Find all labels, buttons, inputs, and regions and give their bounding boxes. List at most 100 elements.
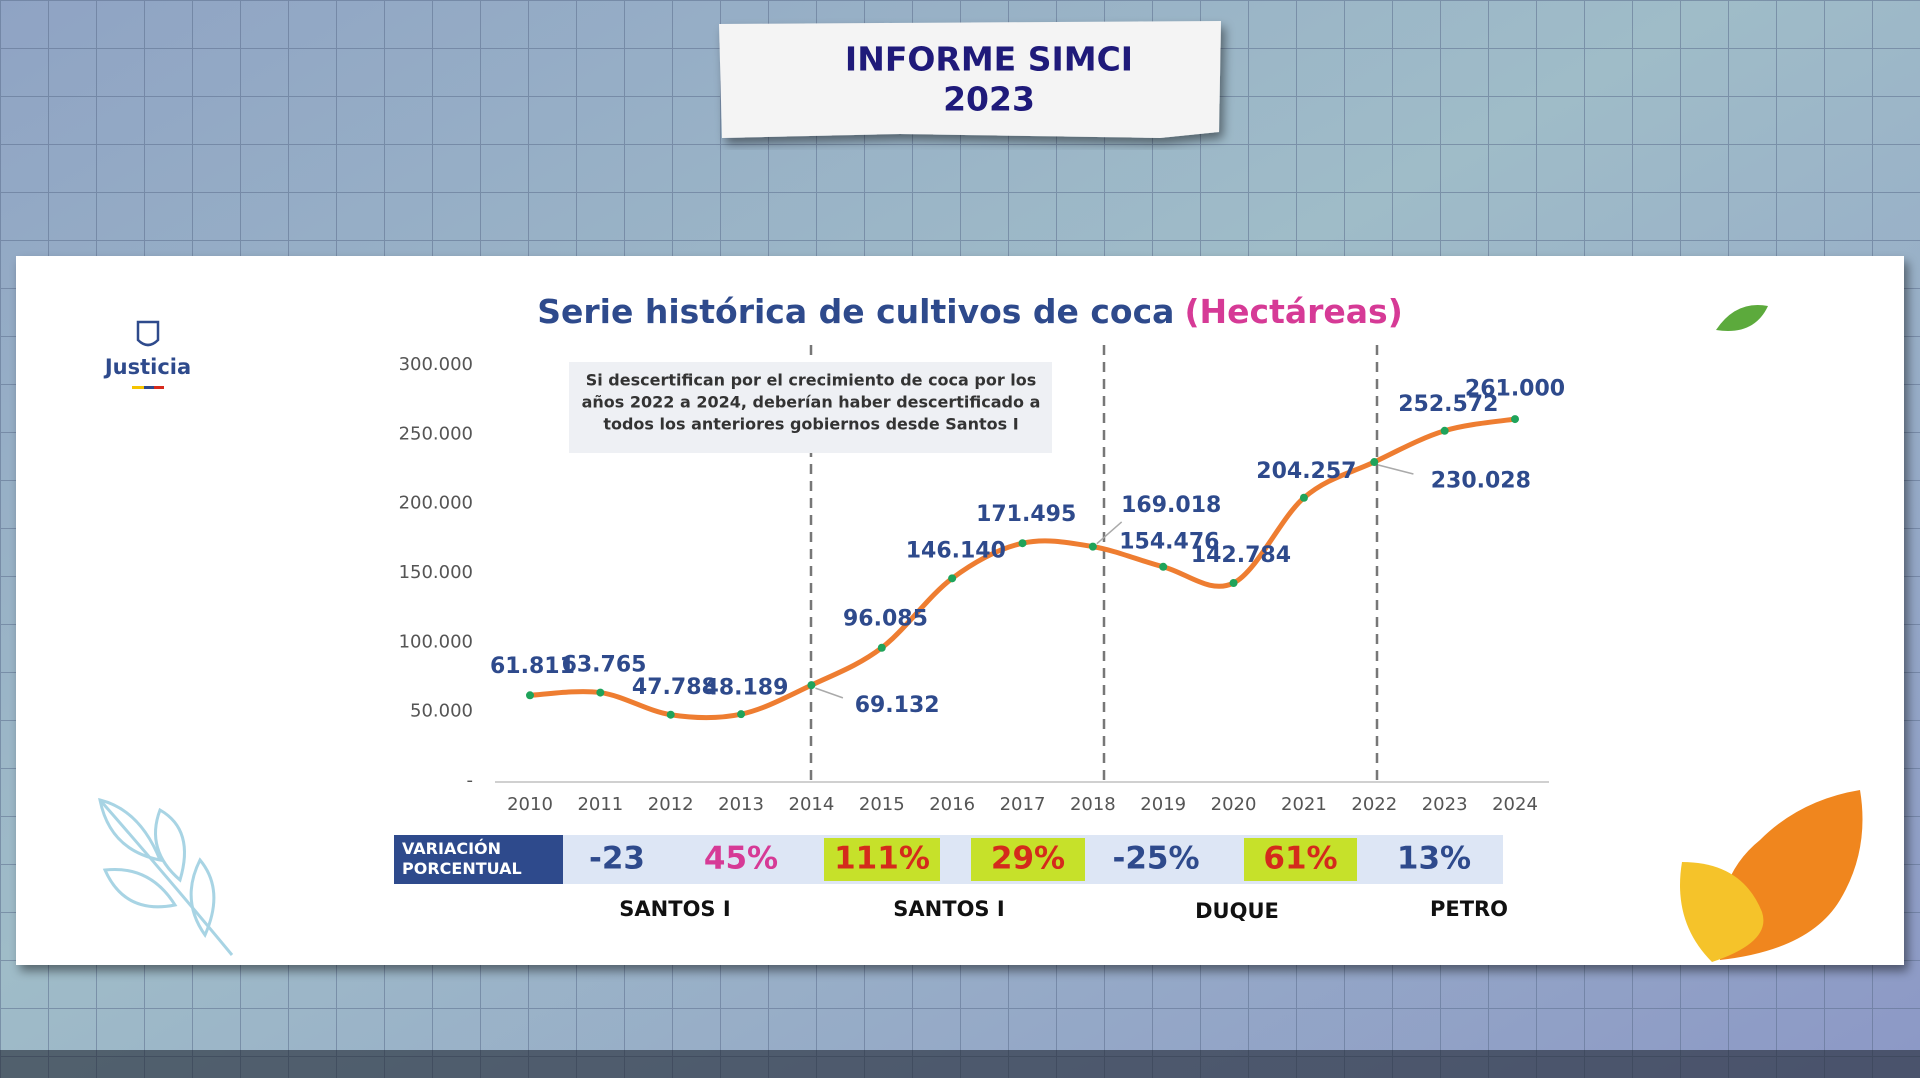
data-label: 96.085 <box>843 607 928 632</box>
data-point <box>948 574 957 583</box>
data-point <box>1370 458 1379 467</box>
logo-flag <box>132 386 144 389</box>
variation-value: 45% <box>704 841 778 877</box>
logo-flag <box>154 386 164 389</box>
data-label: 47.788 <box>632 675 717 700</box>
variation-value: -25% <box>1112 841 1199 877</box>
x-tick-label: 2020 <box>1211 794 1257 815</box>
label-leader <box>815 687 844 699</box>
logo-text: Justicia <box>103 355 191 379</box>
data-label: 261.000 <box>1465 377 1565 402</box>
logo: Justicia <box>103 320 191 389</box>
variation-value: 111% <box>834 841 930 877</box>
variation-cell <box>1085 838 1227 881</box>
variation-row: VARIACIÓN PORCENTUAL -23 45% 111% 29% -25% 61% 1… <box>394 835 1508 923</box>
x-tick-label: 2023 <box>1422 794 1468 815</box>
x-tick-label: 2010 <box>507 794 553 815</box>
data-label: 146.140 <box>906 538 1006 563</box>
logo-flag <box>144 386 154 389</box>
variation-cell <box>563 838 671 881</box>
variation-value: 61% <box>1263 841 1337 877</box>
logo-shield <box>136 320 160 347</box>
y-tick-label: 300.000 <box>399 354 473 375</box>
data-point <box>877 643 886 652</box>
chart-title-main: Serie histórica de cultivos de coca <box>537 292 1174 331</box>
variation-cell <box>824 838 940 881</box>
data-point <box>1018 539 1027 548</box>
variation-cell <box>971 838 1085 881</box>
data-point <box>1229 579 1238 588</box>
header-paper <box>719 21 1221 138</box>
y-tick-label: 100.000 <box>399 631 473 652</box>
x-tick-label: 2022 <box>1351 794 1397 815</box>
data-label: 142.784 <box>1191 543 1291 568</box>
variation-cell <box>671 838 811 881</box>
variation-label-line: VARIACIÓN <box>402 839 501 858</box>
data-label: 230.028 <box>1431 469 1531 494</box>
annotation-text: Si descertifican por el crecimiento de c… <box>586 371 1037 390</box>
data-point <box>1159 562 1168 571</box>
data-label: 48.189 <box>704 675 789 700</box>
x-tick-label: 2021 <box>1281 794 1327 815</box>
y-tick-label: 50.000 <box>410 701 473 722</box>
x-tick-label: 2018 <box>1070 794 1116 815</box>
y-tick-label: 150.000 <box>399 562 473 583</box>
header-title: INFORME SIMCI <box>845 40 1133 79</box>
x-tick-label: 2015 <box>859 794 905 815</box>
data-label: 204.257 <box>1256 459 1356 484</box>
data-point <box>1088 542 1097 551</box>
variation-value: -23 <box>589 841 645 877</box>
x-tick-label: 2013 <box>718 794 764 815</box>
data-label: 154.476 <box>1119 529 1219 554</box>
y-tick-label: 250.000 <box>399 423 473 444</box>
data-point <box>1440 426 1449 435</box>
data-label: 63.765 <box>562 653 647 678</box>
chart-title: Serie histórica de cultivos de coca (Hect… <box>537 292 1403 331</box>
annotation-box <box>569 362 1052 453</box>
branch-decoration <box>98 797 234 956</box>
variation-label-cell <box>394 835 563 884</box>
data-point <box>596 688 605 697</box>
leaf-decoration <box>1680 862 1764 962</box>
government-label: SANTOS I <box>619 897 730 921</box>
government-label: SANTOS I <box>893 897 1004 921</box>
y-tick-label: - <box>467 770 474 791</box>
y-tick-label: 200.000 <box>399 493 473 514</box>
x-tick-label: 2017 <box>1000 794 1046 815</box>
variation-label-line: PORCENTUAL <box>402 859 522 878</box>
label-leader <box>1378 464 1414 475</box>
data-label: 69.132 <box>855 693 940 718</box>
annotation-text: años 2022 a 2024, deberían haber descert… <box>582 393 1041 412</box>
annotation-text: todos los anteriores gobiernos desde San… <box>603 415 1018 434</box>
x-tick-label: 2012 <box>648 794 694 815</box>
data-point <box>666 710 675 719</box>
data-point <box>737 710 746 719</box>
variation-label: VARIACIÓN PORCENTUAL <box>402 839 522 878</box>
x-tick-label: 2024 <box>1492 794 1538 815</box>
label-leader <box>1096 521 1123 545</box>
data-point <box>1299 493 1308 502</box>
data-label: 252.572 <box>1398 392 1498 417</box>
variation-value: 29% <box>991 841 1065 877</box>
header-year: 2023 <box>943 80 1035 119</box>
x-tick-label: 2014 <box>789 794 835 815</box>
data-point <box>1511 415 1519 424</box>
data-label: 169.018 <box>1121 493 1221 518</box>
variation-cell <box>1244 838 1357 881</box>
leaf-decoration <box>1716 305 1768 331</box>
government-label: PETRO <box>1430 897 1508 921</box>
x-tick-label: 2011 <box>577 794 623 815</box>
variation-value: 13% <box>1397 841 1471 877</box>
data-point <box>526 691 534 700</box>
x-tick-label: 2019 <box>1140 794 1186 815</box>
government-label: DUQUE <box>1195 899 1279 923</box>
chart-title-unit: (Hectáreas) <box>1184 292 1402 331</box>
data-label: 61.811 <box>490 654 575 679</box>
data-label: 171.495 <box>976 502 1076 527</box>
variation-cell <box>1365 838 1503 881</box>
data-point <box>807 681 816 690</box>
bottom-band <box>0 1050 1920 1078</box>
x-tick-label: 2016 <box>929 794 975 815</box>
